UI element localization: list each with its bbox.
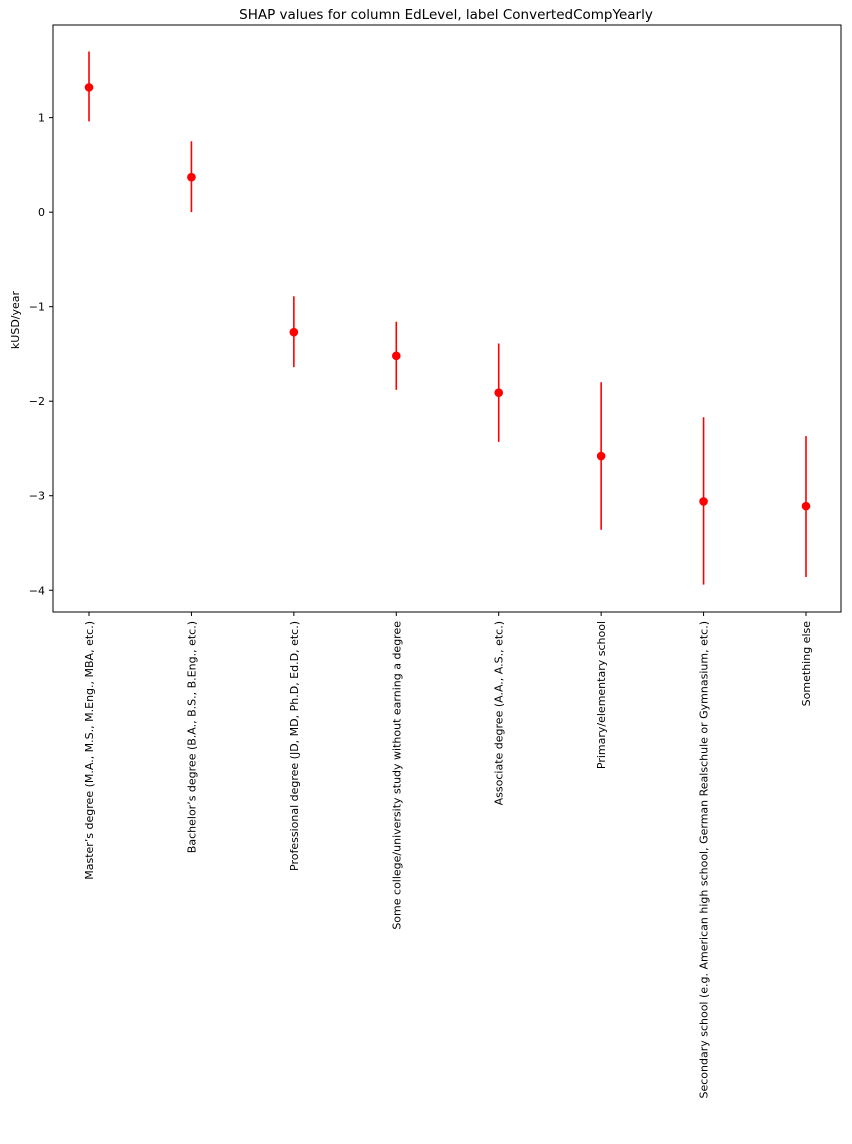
chart-title: SHAP values for column EdLevel, label Co… [239,7,653,23]
x-tick-label: Secondary school (e.g. American high sch… [698,621,711,1099]
data-point [596,451,606,461]
x-tick-label: Some college/university study without ea… [390,621,403,930]
data-point [84,83,94,92]
x-tick-label: Professional degree (JD, MD, Ph.D, Ed.D,… [288,621,301,871]
x-axis-ticks: Master’s degree (M.A., M.S., M.Eng., MBA… [83,612,813,1099]
x-tick-label: Master’s degree (M.A., M.S., M.Eng., MBA… [83,621,96,880]
data-point [699,497,708,506]
y-tick-label: 1 [38,112,45,125]
y-tick-label: 0 [38,206,45,219]
data-point [289,327,299,337]
chart-marks [84,51,811,585]
data-point [494,388,504,398]
x-tick-label: Primary/elementary school [595,621,608,769]
data-point [187,172,196,182]
x-tick-label: Bachelor’s degree (B.A., B.S., B.Eng., e… [185,621,198,853]
y-axis-ticks: 1 0 −1 −2 −3 −4 [29,112,53,597]
y-tick-label: −1 [29,301,45,314]
y-tick-label: −2 [29,395,45,408]
plot-frame [52,24,842,613]
data-point [801,501,811,511]
y-tick-label: −3 [29,490,45,503]
x-tick-label: Something else [800,621,813,707]
y-tick-label: −4 [29,584,45,597]
y-axis-label: kUSD/year [9,290,22,349]
x-tick-label: Associate degree (A.A., A.S., etc.) [493,621,506,805]
data-point [391,351,401,361]
